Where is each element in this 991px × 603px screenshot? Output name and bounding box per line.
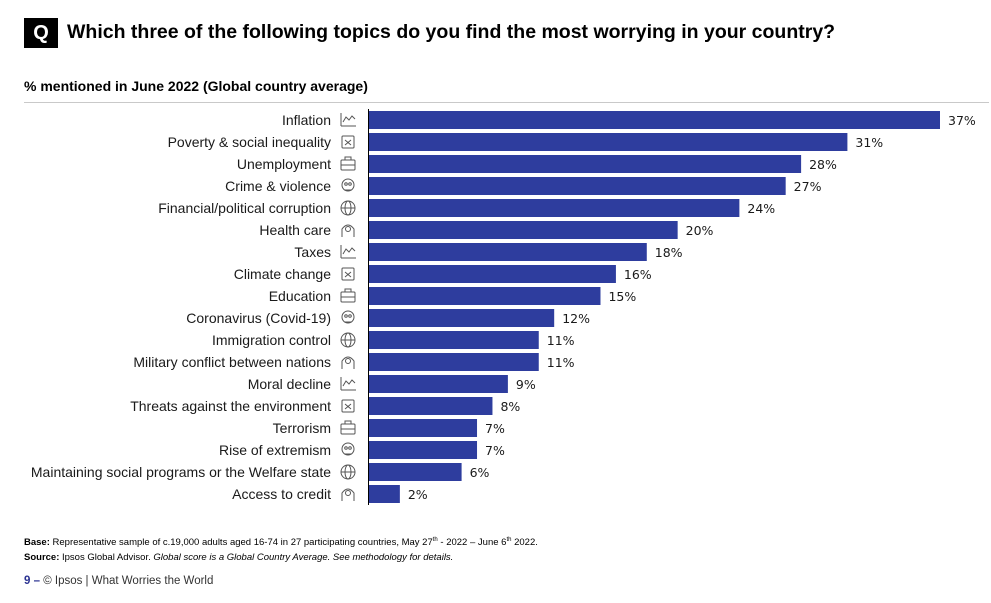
value-label: 15% (608, 289, 636, 304)
value-label: 11% (547, 355, 575, 370)
bar (369, 111, 940, 129)
base-text: 2022. (511, 537, 538, 549)
heart-hand-icon (341, 224, 355, 237)
value-label: 31% (855, 135, 883, 150)
source-label: Source: (24, 552, 60, 563)
category-label: Moral decline (248, 376, 331, 392)
category-label: Crime & violence (225, 178, 331, 194)
base-text: - 2022 – June 6 (437, 537, 507, 549)
category-label: Maintaining social programs or the Welfa… (31, 464, 331, 480)
value-label: 28% (809, 157, 837, 172)
figure-icon (340, 377, 356, 391)
person-icon (340, 420, 356, 435)
bar (369, 331, 539, 349)
earth-icon (341, 399, 355, 413)
value-label: 2% (408, 487, 428, 502)
line-chart-icon (340, 113, 356, 127)
base-sup: th (506, 537, 512, 543)
base-text: Representative sample of c.19,000 adults… (49, 537, 433, 549)
base-label: Base: (24, 537, 50, 549)
sun-icon (341, 267, 355, 281)
bar (369, 199, 740, 217)
value-label: 9% (516, 377, 536, 392)
value-label: 16% (624, 267, 652, 282)
category-label: Unemployment (237, 156, 331, 172)
category-label: Inflation (282, 112, 331, 128)
category-label: Threats against the environment (130, 398, 331, 414)
value-label: 7% (485, 443, 505, 458)
chart-subtitle: % mentioned in June 2022 (Global country… (24, 78, 368, 94)
bar (369, 441, 478, 459)
page-footer: 9 – © Ipsos | What Worries the World (24, 575, 213, 587)
bar (369, 353, 539, 371)
category-label: Military conflict between nations (133, 354, 331, 370)
bar (369, 243, 647, 261)
bar (369, 155, 802, 173)
category-label: Coronavirus (Covid-19) (186, 310, 331, 326)
hands-people-icon (340, 464, 356, 480)
bar (369, 221, 678, 239)
globe-icon (340, 332, 356, 348)
bar (369, 177, 786, 195)
category-label: Terrorism (273, 420, 331, 436)
value-label: 20% (686, 223, 714, 238)
head-dollar-icon (340, 200, 356, 216)
source-note: Source: Ipsos Global Advisor. Global sco… (24, 552, 453, 563)
warning-triangle-icon (341, 310, 355, 324)
bar (369, 375, 508, 393)
value-label: 7% (485, 421, 505, 436)
credit-text: © Ipsos | What Worries the World (43, 575, 214, 587)
value-label: 12% (562, 311, 590, 326)
category-label: Health care (259, 222, 331, 238)
bar (369, 133, 848, 151)
category-label: Immigration control (212, 332, 331, 348)
graduation-cap-icon (340, 288, 356, 303)
base-note: Base: Representative sample of c.19,000 … (24, 537, 538, 548)
card-hand-icon (341, 488, 355, 501)
category-label: Access to credit (232, 486, 331, 502)
briefcase-icon (340, 156, 356, 171)
value-label: 37% (948, 113, 976, 128)
bar (369, 287, 601, 305)
poverty-icon (341, 135, 355, 149)
fist-icon (341, 442, 355, 456)
category-label: Rise of extremism (219, 442, 331, 458)
category-label: Poverty & social inequality (168, 134, 331, 150)
calculator-icon (340, 245, 356, 259)
category-label: Climate change (234, 266, 331, 282)
source-italic: Global score is a Global Country Average… (153, 552, 454, 563)
value-label: 18% (655, 245, 683, 260)
bar (369, 419, 478, 437)
value-label: 6% (470, 465, 490, 480)
question-badge: Q (24, 18, 58, 48)
page-number: 9 – (24, 575, 40, 587)
value-label: 24% (747, 201, 775, 216)
category-label: Financial/political corruption (158, 200, 331, 216)
category-label: Taxes (294, 244, 331, 260)
header-divider (24, 102, 989, 103)
value-label: 11% (547, 333, 575, 348)
bar (369, 463, 462, 481)
bar-chart: Inflation 37% Poverty & social inequality 3… (31, 109, 976, 505)
bar (369, 309, 555, 327)
base-sup: th (432, 537, 438, 543)
bar (369, 397, 493, 415)
bar (369, 265, 616, 283)
globe-conflict-icon (341, 356, 355, 369)
value-label: 8% (500, 399, 520, 414)
bar (369, 485, 400, 503)
value-label: 27% (794, 179, 822, 194)
skull-crossbones-icon (341, 178, 355, 192)
question-title: Which three of the following topics do y… (67, 21, 836, 43)
category-label: Education (269, 288, 331, 304)
source-text: Ipsos Global Advisor. (59, 552, 154, 563)
